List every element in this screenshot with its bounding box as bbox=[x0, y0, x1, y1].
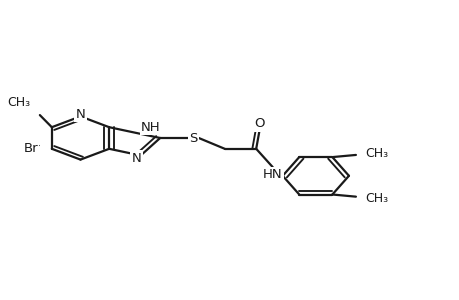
Text: HN: HN bbox=[263, 168, 282, 181]
Text: CH₃: CH₃ bbox=[364, 192, 387, 205]
Text: S: S bbox=[189, 131, 197, 145]
Text: S: S bbox=[189, 131, 197, 145]
Text: O: O bbox=[254, 117, 264, 130]
Text: NH: NH bbox=[140, 121, 160, 134]
Text: N: N bbox=[131, 152, 141, 165]
Text: NH: NH bbox=[140, 121, 160, 134]
Text: N: N bbox=[131, 152, 141, 165]
Text: O: O bbox=[254, 117, 264, 130]
Text: N: N bbox=[75, 108, 85, 122]
Text: HN: HN bbox=[260, 168, 280, 181]
Text: CH₃: CH₃ bbox=[7, 96, 31, 109]
Text: Br: Br bbox=[26, 142, 40, 155]
Text: CH₃: CH₃ bbox=[364, 147, 387, 160]
Text: Br: Br bbox=[23, 142, 38, 155]
Text: N: N bbox=[75, 107, 85, 121]
